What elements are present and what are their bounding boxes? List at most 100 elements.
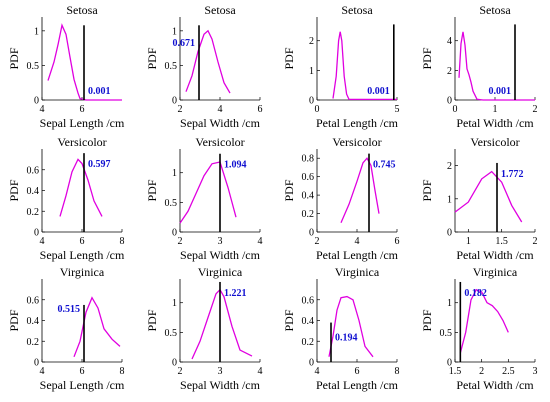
y-tick-label: 0.5 xyxy=(165,328,178,339)
y-tick-label: 0 xyxy=(34,96,39,107)
pdf-curve xyxy=(459,288,509,354)
panel-11: 4 6 8 0 0.2 0.4 0.6 Virginica Petal Length /cm PD… xyxy=(282,265,400,392)
y-tick-label: 0.8 xyxy=(302,154,315,165)
x-tick-label: 1.5 xyxy=(495,236,508,247)
y-tick-label: 0 xyxy=(172,358,177,369)
x-axis-label: Petal Length /cm xyxy=(316,378,399,392)
probability-value-label: 0.671 xyxy=(173,38,196,49)
y-tick-label: 0 xyxy=(309,228,314,239)
panel-9: 4 6 8 0 0.2 0.4 0.6 Virginica Sepal Length /cm PD… xyxy=(7,265,125,392)
pdf-curve xyxy=(59,158,103,217)
y-tick-label: 0 xyxy=(309,96,314,107)
x-tick-label: 6 xyxy=(355,366,360,377)
x-tick-label: 2 xyxy=(315,236,320,247)
x-tick-label: 8 xyxy=(120,236,125,247)
y-tick-label: 0.4 xyxy=(302,316,315,327)
x-tick-label: 8 xyxy=(120,366,125,377)
y-tick-label: 0.5 xyxy=(165,61,178,72)
x-tick-label: 6 xyxy=(258,104,263,115)
y-tick-label: 0.6 xyxy=(302,172,315,183)
y-tick-label: 0 xyxy=(172,96,177,107)
y-tick-label: 0 xyxy=(309,358,314,369)
y-axis-label: PDF xyxy=(420,309,434,331)
x-tick-label: 2 xyxy=(178,366,183,377)
x-tick-label: 2 xyxy=(178,104,183,115)
probability-value-label: 0.001 xyxy=(88,86,111,97)
probability-value-label: 0.597 xyxy=(88,159,111,170)
x-axis-label: Sepal Width /cm xyxy=(180,116,261,130)
x-tick-label: 5 xyxy=(395,104,400,115)
y-tick-label: 1 xyxy=(447,194,452,205)
pdf-curve xyxy=(454,170,523,223)
probability-value-label: 1.094 xyxy=(224,160,247,171)
x-axis-label: Petal Width /cm xyxy=(456,116,534,130)
pdf-curve xyxy=(185,29,231,94)
x-tick-label: 3 xyxy=(218,236,223,247)
pdf-curve xyxy=(191,288,253,360)
panel-1: 4 6 0 0.5 1 Setosa Sepal Length /cm PDF 0.001 xyxy=(7,3,125,130)
panel-title: Setosa xyxy=(204,3,236,17)
panel-title: Setosa xyxy=(341,3,373,17)
y-tick-label: 0.5 xyxy=(27,61,40,72)
x-axis-label: Sepal Width /cm xyxy=(180,378,261,392)
x-tick-label: 8 xyxy=(395,366,400,377)
panel-10: 2 3 4 0 0.5 1 Virginica Sepal Width /cm PDF 1.221 xyxy=(145,265,263,392)
x-tick-label: 4 xyxy=(40,366,45,377)
x-tick-label: 4 xyxy=(258,236,263,247)
y-tick-label: 2 xyxy=(309,36,314,47)
probability-value-label: 0.515 xyxy=(58,304,81,315)
probability-value-label: 1.772 xyxy=(501,169,524,180)
panel-4: 0 1 2 0 2 4 Setosa Petal Width /cm PDF 0.001 xyxy=(420,3,538,130)
y-tick-label: 0 xyxy=(34,358,39,369)
y-axis-label: PDF xyxy=(7,47,21,69)
x-tick-label: 2.5 xyxy=(502,366,515,377)
y-tick-label: 2 xyxy=(447,66,452,77)
x-tick-label: 4 xyxy=(40,104,45,115)
x-axis-label: Sepal Length /cm xyxy=(40,116,125,130)
pdf-curve xyxy=(328,295,374,358)
panel-title: Setosa xyxy=(479,3,511,17)
x-tick-label: 6 xyxy=(80,366,85,377)
y-tick-label: 0.2 xyxy=(27,207,40,218)
x-axis-label: Petal Width /cm xyxy=(456,248,534,262)
x-axis-label: Sepal Width /cm xyxy=(180,248,261,262)
pdf-curve xyxy=(47,23,122,101)
y-tick-label: 0.5 xyxy=(440,328,453,339)
panel-2: 2 4 6 0 0.5 1 Setosa Sepal Width /cm PDF 0.671 xyxy=(145,3,263,130)
y-tick-label: 0.6 xyxy=(27,295,40,306)
pdf-curve xyxy=(332,31,397,101)
panel-3: 0 5 0 1 2 Setosa Petal Length /cm PDF 0.001 xyxy=(282,3,400,130)
x-tick-label: 2 xyxy=(533,236,538,247)
x-tick-label: 6 xyxy=(395,236,400,247)
y-tick-label: 0 xyxy=(172,228,177,239)
y-tick-label: 0 xyxy=(447,358,452,369)
panel-title: Virginica xyxy=(198,265,243,279)
y-tick-label: 0 xyxy=(447,96,452,107)
y-axis-label: PDF xyxy=(282,179,296,201)
panel-title: Versicolor xyxy=(195,135,244,149)
x-tick-label: 4 xyxy=(218,104,223,115)
x-tick-label: 2 xyxy=(533,104,538,115)
x-tick-label: 0 xyxy=(315,104,320,115)
y-axis-label: PDF xyxy=(420,47,434,69)
y-tick-label: 1 xyxy=(172,298,177,309)
y-axis-label: PDF xyxy=(282,309,296,331)
x-tick-label: 1 xyxy=(493,104,498,115)
y-tick-label: 1 xyxy=(172,26,177,37)
panel-7: 2 4 6 0 0.2 0.4 0.6 0.8 Versicolor Petal Length /… xyxy=(282,135,400,262)
x-tick-label: 4 xyxy=(355,236,360,247)
x-tick-label: 6 xyxy=(80,236,85,247)
y-axis-label: PDF xyxy=(145,179,159,201)
panel-title: Virginica xyxy=(473,265,518,279)
x-tick-label: 4 xyxy=(315,366,320,377)
x-axis-label: Petal Width /cm xyxy=(456,378,534,392)
x-axis-label: Sepal Length /cm xyxy=(40,248,125,262)
pdf-curve xyxy=(73,296,121,358)
y-axis-label: PDF xyxy=(145,309,159,331)
panel-6: 2 3 4 0 0.5 1 Versicolor Sepal Width /cm PDF 1.09… xyxy=(145,135,263,262)
y-tick-label: 0.4 xyxy=(302,191,315,202)
x-tick-label: 3 xyxy=(533,366,538,377)
y-tick-label: 0.2 xyxy=(302,209,315,220)
panel-title: Virginica xyxy=(335,265,380,279)
